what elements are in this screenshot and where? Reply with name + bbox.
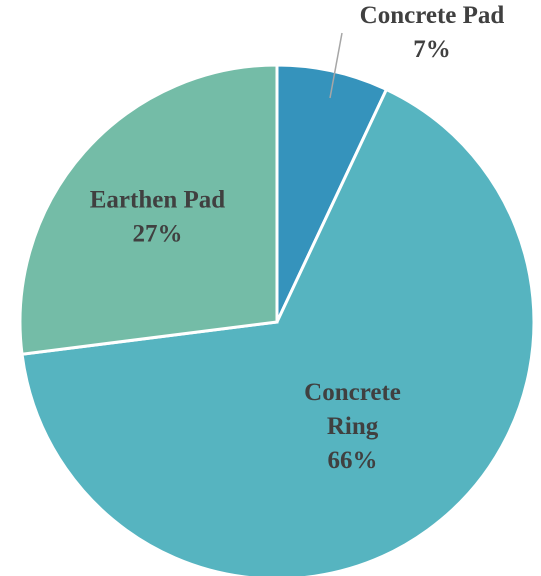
leader-line-concrete-pad — [329, 32, 343, 99]
data-label-percent: 7% — [413, 36, 451, 63]
data-label-category: Concrete — [304, 379, 401, 406]
pie-labels: Concrete Pad 7% Concrete Ring 66% Earthen Pad… — [90, 2, 505, 474]
data-label-concrete-ring: Concrete Ring 66% — [304, 379, 401, 474]
data-label-category: Concrete Pad — [360, 2, 505, 29]
data-label-concrete-pad: Concrete Pad 7% — [360, 2, 505, 63]
pie-slices — [18, 63, 536, 576]
data-label-earthen-pad: Earthen Pad 27% — [90, 187, 226, 248]
data-label-percent: 66% — [328, 447, 378, 474]
data-label-category: Ring — [327, 413, 379, 440]
data-label-percent: 27% — [132, 221, 182, 248]
pie-slice-earthen-pad — [18, 63, 279, 356]
data-label-category: Earthen Pad — [90, 187, 226, 214]
pie-slice-concrete-ring — [20, 87, 536, 576]
pie-slice-concrete-pad — [275, 63, 389, 323]
